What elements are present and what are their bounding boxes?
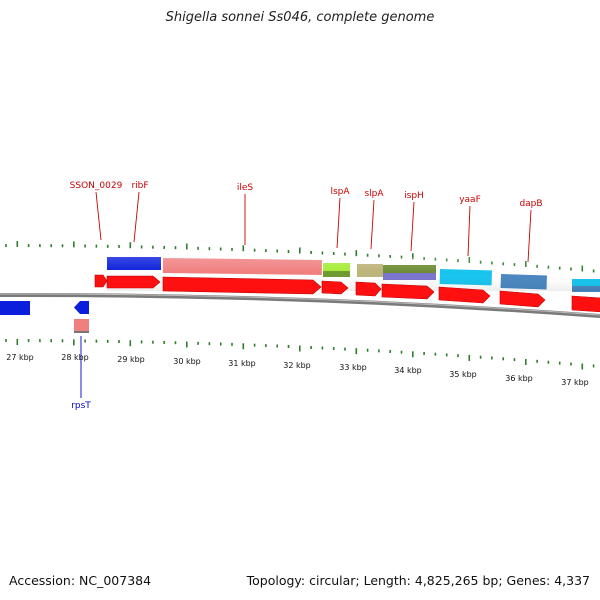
gene-yaaF-arrow[interactable] [438, 286, 491, 304]
map-title: Shigella sonnei Ss046, complete genome [165, 10, 435, 25]
genome-backbone-highlight [0, 293, 600, 316]
gene-label-ribF[interactable]: ribF [131, 181, 148, 191]
gene-labels: SSON_0029 ribF ileS lspA slpA ispH yaaF dapB rps… [70, 181, 543, 411]
gene-label-lspA[interactable]: lspA [330, 187, 350, 197]
gene-ispH-arrow[interactable] [381, 283, 435, 300]
gene-label-rpsT[interactable]: rpsT [71, 401, 91, 411]
gene-label-slpA[interactable]: slpA [364, 189, 384, 199]
leader-line-lspA [336, 197, 341, 249]
leader-line-slpA [370, 199, 375, 250]
leader-line-ispH [410, 201, 415, 252]
gene-label-ispH[interactable]: ispH [404, 191, 424, 201]
gene-left-reverse-bar[interactable] [0, 301, 30, 315]
gene-label-SSON_0029[interactable]: SSON_0029 [70, 181, 123, 191]
gene-ribF-arrow[interactable] [106, 275, 161, 289]
gene-rpsT-bar[interactable] [74, 319, 89, 331]
gene-dapB-arrow[interactable] [499, 290, 546, 308]
forward-gene-arrows [94, 274, 600, 313]
leader-line-dapB [527, 209, 532, 263]
gene-label-ileS[interactable]: ileS [237, 183, 254, 193]
leader-line-ribF [133, 191, 140, 243]
gene-label-yaaF[interactable]: yaaF [459, 195, 481, 205]
leader-line-SSON_0029 [95, 191, 102, 241]
accession-text: Accession: NC_007384 [9, 573, 152, 588]
gene-SSON_0029-arrow[interactable] [94, 274, 108, 288]
kbp-label: 36 kbp [505, 374, 533, 383]
label-leader-lines [80, 191, 532, 398]
gene-rpsT-arrow[interactable] [74, 301, 89, 314]
leader-line-yaaF [467, 205, 471, 257]
kbp-label: 27 kbp [6, 353, 34, 362]
gene-rpsT-bar-base [74, 331, 89, 333]
kbp-label: 29 kbp [117, 355, 145, 364]
gene-next-arrow[interactable] [571, 295, 600, 313]
genome-backbone [0, 292, 600, 318]
gene-label-dapB[interactable]: dapB [519, 199, 542, 209]
reverse-gene-features [0, 301, 89, 333]
kbp-label: 28 kbp [61, 353, 89, 362]
kbp-label: 31 kbp [228, 359, 256, 368]
kbp-label: 32 kbp [283, 361, 311, 370]
kbp-label: 34 kbp [394, 366, 422, 375]
topology-summary: Topology: circular; Length: 4,825,265 bp… [246, 573, 590, 588]
gene-lspA-arrow[interactable] [321, 280, 349, 295]
kbp-scale-labels: 27 kbp 28 kbp 29 kbp 30 kbp 31 kbp 32 kbp 33 k… [6, 353, 589, 387]
kbp-label: 35 kbp [449, 370, 477, 379]
lower-tick-row [5, 339, 595, 370]
gene-slpA-arrow[interactable] [355, 281, 382, 297]
kbp-label: 33 kbp [339, 363, 367, 372]
kbp-label: 37 kbp [561, 378, 589, 387]
kbp-label: 30 kbp [173, 357, 201, 366]
gene-ileS-arrow[interactable] [162, 276, 322, 295]
feature-track-upper [107, 257, 600, 292]
